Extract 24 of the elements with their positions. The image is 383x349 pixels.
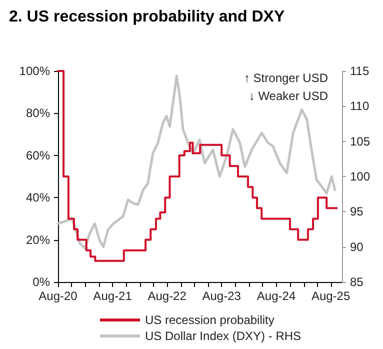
y2-tick-label: 110 — [350, 99, 370, 114]
x-tick-label: Aug-24 — [256, 289, 296, 303]
y-tick-label: 0% — [32, 275, 50, 289]
y-tick-label: 80% — [26, 106, 50, 120]
y2-tick-label: 115 — [350, 64, 370, 78]
legend-label: US recession probability — [145, 313, 274, 327]
y-tick-label: 100% — [19, 64, 50, 78]
y2-tick-label: 85 — [350, 275, 364, 289]
y-tick-label: 40% — [26, 190, 50, 205]
legend-label: US Dollar Index (DXY) - RHS — [145, 329, 302, 343]
chart-title: 2. US recession probability and DXY — [9, 8, 285, 26]
y-tick-label: 60% — [26, 148, 50, 162]
y2-tick-label: 105 — [350, 134, 370, 148]
y2-tick-label: 100 — [350, 170, 370, 184]
x-tick-label: Aug-23 — [202, 289, 242, 303]
annotation: ↑ Stronger USD — [244, 71, 328, 85]
annotation: ↓ Weaker USD — [248, 89, 328, 103]
y2-tick-label: 90 — [350, 240, 364, 254]
x-tick-label: Aug-22 — [148, 289, 187, 303]
x-tick-label: Aug-20 — [38, 289, 78, 303]
x-tick-label: Aug-21 — [93, 289, 132, 303]
y-tick-label: 20% — [26, 232, 50, 247]
y2-tick-label: 95 — [350, 204, 364, 219]
x-tick-label: Aug-25 — [311, 289, 350, 303]
